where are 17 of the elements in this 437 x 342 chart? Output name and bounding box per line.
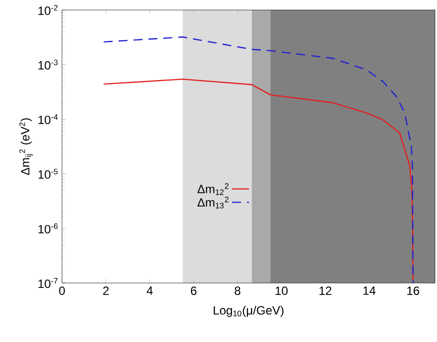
y-axis-title: Δm$_{ij}$$^{2}$ (eV$^{2}$) [19, 118, 33, 176]
x-tick-label: 6 [190, 286, 196, 295]
x-tick-label: 8 [234, 286, 240, 295]
y-tick-label: 10$^{-5}$ [38, 168, 58, 179]
y-tick-label: 10$^{-2}$ [38, 4, 58, 16]
y-tick-label: 10$^{-3}$ [38, 60, 58, 70]
y-tick-label: 10$^{-4}$ [38, 114, 58, 124]
x-tick-label: 16 [407, 286, 420, 295]
x-tick-label: 2 [103, 286, 109, 295]
x-tick-label: 10 [276, 286, 288, 295]
y-tick-label: 10$^{-7}$ [38, 278, 58, 288]
x-tick-label: 14 [363, 286, 376, 295]
x-tick-label: 4 [146, 286, 153, 295]
x-axis-title: Log$_{10}$(μ/GeV) [214, 306, 284, 317]
x-tick-label: 12 [320, 286, 332, 295]
x-tick-label: 0 [59, 286, 65, 295]
y-tick-label: 10$^{-6}$ [38, 223, 58, 234]
